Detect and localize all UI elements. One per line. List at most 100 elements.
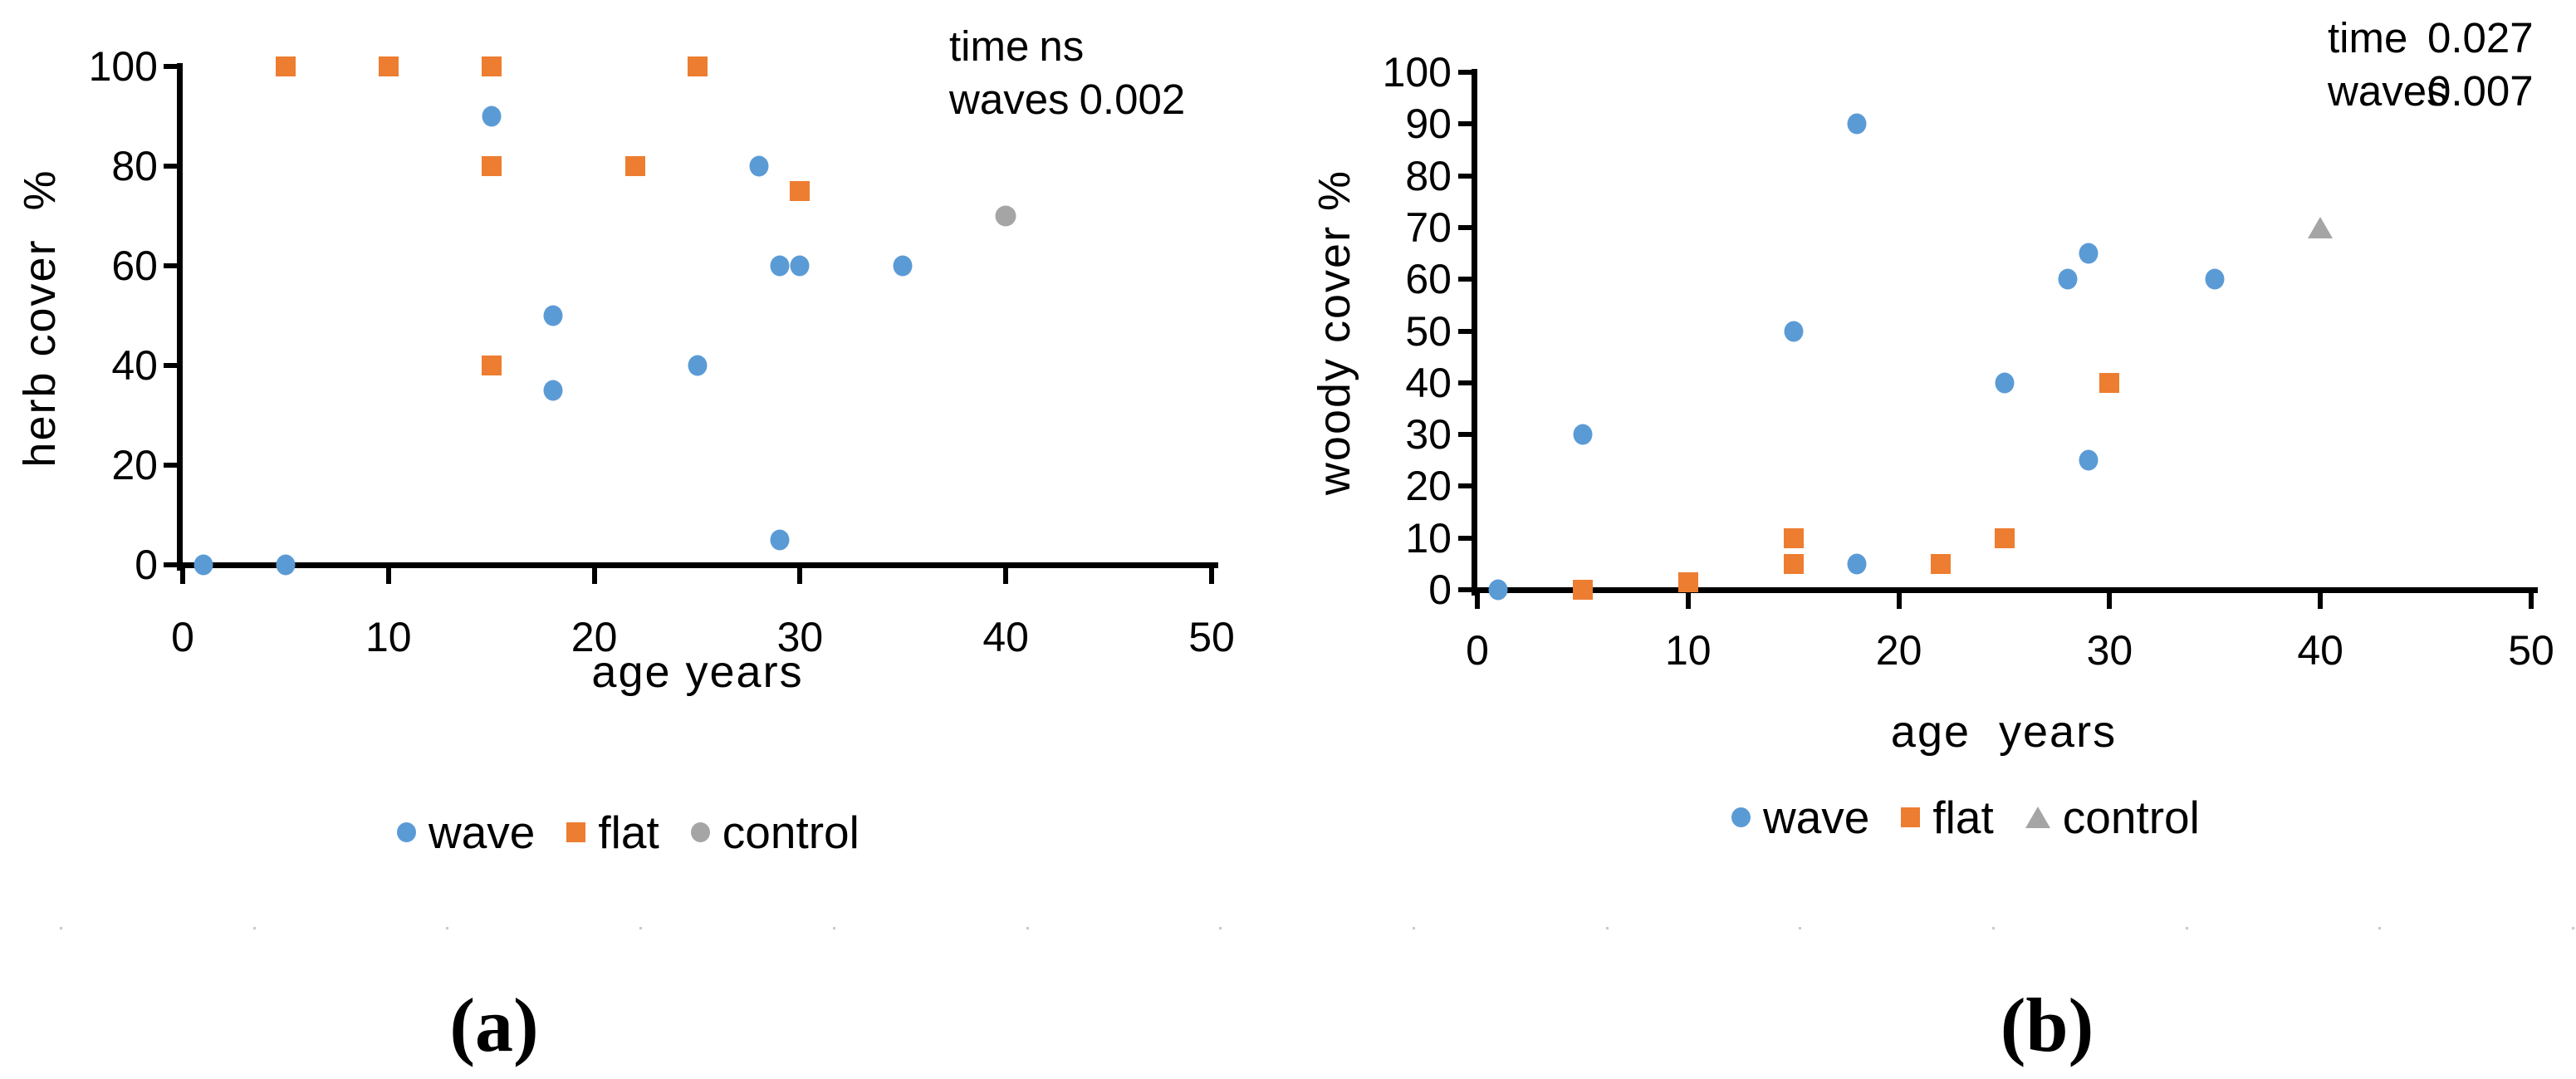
legend-item-control: control xyxy=(690,807,859,857)
stats-annotation-row: time 0.027 xyxy=(2328,12,2534,65)
data-point-wave xyxy=(1995,372,2014,394)
faint-dash xyxy=(60,927,62,929)
data-point-wave xyxy=(1573,424,1593,445)
y-axis-tick xyxy=(164,164,177,169)
stats-annotation-label: time xyxy=(949,22,1030,70)
data-point-wave xyxy=(543,305,563,326)
data-point-flat xyxy=(1783,527,1804,548)
panel-caption-a: (a) xyxy=(449,983,539,1067)
stats-annotation-value: 0.002 xyxy=(1079,76,1186,123)
y-tick-label: 30 xyxy=(1405,411,1452,459)
y-axis-tick xyxy=(1458,328,1472,334)
circle-marker-icon xyxy=(690,822,710,842)
x-axis-tick xyxy=(2318,593,2324,609)
x-tick-label: 0 xyxy=(171,614,194,660)
legend-item-flat: flat xyxy=(1901,792,1994,842)
data-point-wave xyxy=(2079,449,2099,471)
data-point-flat xyxy=(378,56,399,76)
faint-dash xyxy=(1219,927,1222,929)
y-tick-label: 0 xyxy=(1428,566,1452,613)
x-tick-label: 20 xyxy=(1875,627,1922,674)
x-axis-tick xyxy=(1209,568,1214,584)
square-marker-icon xyxy=(1901,807,1921,827)
x-axis-tick xyxy=(797,568,803,584)
data-point-flat xyxy=(1677,571,1698,592)
data-point-wave xyxy=(193,554,213,576)
data-point-wave xyxy=(2205,268,2225,290)
y-tick-label: 90 xyxy=(1405,101,1452,148)
legend: wave flat control xyxy=(397,807,891,857)
data-point-wave xyxy=(482,105,502,127)
data-point-flat xyxy=(687,56,708,76)
data-point-flat xyxy=(481,56,502,76)
y-axis-tick xyxy=(164,263,177,268)
faint-dash xyxy=(2378,927,2381,929)
x-tick-label: 50 xyxy=(1188,614,1235,660)
faint-dash xyxy=(833,927,835,929)
data-point-wave xyxy=(543,380,563,401)
x-tick-label: 30 xyxy=(776,614,824,660)
legend-item-wave: wave xyxy=(1731,792,1869,842)
data-point-wave xyxy=(1847,553,1867,575)
x-axis-tick xyxy=(591,568,597,584)
data-point-control xyxy=(995,205,1016,227)
faint-dash xyxy=(2186,927,2188,929)
faint-dash xyxy=(1606,927,1609,929)
y-axis-tick xyxy=(1458,70,1472,75)
y-axis-tick xyxy=(1458,277,1472,282)
x-tick-label: 40 xyxy=(982,614,1029,660)
data-point-flat xyxy=(1572,580,1593,600)
y-tick-label: 50 xyxy=(1405,307,1452,355)
y-axis-tick xyxy=(1458,587,1472,592)
x-tick-label: 20 xyxy=(571,614,618,660)
faint-dash xyxy=(639,927,642,929)
x-axis-line xyxy=(177,562,1218,568)
data-point-flat xyxy=(1783,553,1804,574)
stats-annotation-label: waves xyxy=(2328,67,2448,115)
data-point-wave xyxy=(276,554,296,576)
y-axis-tick xyxy=(164,463,177,468)
legend-item-control: control xyxy=(2025,792,2200,842)
data-point-flat xyxy=(481,356,502,375)
x-axis-tick xyxy=(2107,593,2113,609)
data-point-wave xyxy=(2079,243,2099,264)
stats-annotation-row: waves 0.002 xyxy=(949,73,1185,126)
x-axis-title: age years xyxy=(591,647,804,697)
y-tick-label: 10 xyxy=(1405,514,1452,562)
data-point-wave xyxy=(2058,268,2078,290)
data-point-flat xyxy=(790,181,811,201)
y-axis-tick xyxy=(164,562,177,567)
stats-annotation-label: time xyxy=(2328,14,2408,61)
y-tick-label: 70 xyxy=(1405,204,1452,251)
data-point-wave xyxy=(770,529,790,551)
data-point-flat xyxy=(1931,553,1952,574)
data-point-wave xyxy=(1488,579,1508,601)
stats-annotation: time ns waves 0.002 xyxy=(949,20,1185,126)
x-tick-label: 10 xyxy=(1664,627,1712,674)
y-tick-label: 80 xyxy=(111,143,158,189)
x-tick-label: 0 xyxy=(1466,627,1489,674)
y-axis-tick xyxy=(1458,121,1472,127)
y-axis-tick xyxy=(164,363,177,368)
x-axis-line xyxy=(1472,587,2538,593)
y-tick-label: 60 xyxy=(1405,256,1452,303)
panel-caption-b: (b) xyxy=(2000,983,2094,1067)
y-tick-label: 100 xyxy=(1382,49,1452,96)
x-tick-label: 40 xyxy=(2297,627,2343,674)
stats-annotation-row: waves0.007 xyxy=(2328,65,2534,118)
x-axis-tick xyxy=(1003,568,1009,584)
y-tick-label: 0 xyxy=(135,542,158,588)
y-axis-tick xyxy=(1458,483,1472,489)
y-axis-tick xyxy=(164,64,177,69)
stats-annotation-value: ns xyxy=(1039,22,1085,70)
x-axis-tick xyxy=(1896,593,1902,609)
faint-dash xyxy=(1026,927,1029,929)
triangle-marker-icon xyxy=(2025,807,2050,828)
faint-dash xyxy=(1413,927,1415,929)
legend-label: wave xyxy=(1763,792,1870,843)
data-point-control xyxy=(2308,216,2334,238)
legend-label: control xyxy=(2062,792,2200,843)
faint-dash xyxy=(2572,927,2574,929)
data-point-wave xyxy=(1847,113,1867,135)
